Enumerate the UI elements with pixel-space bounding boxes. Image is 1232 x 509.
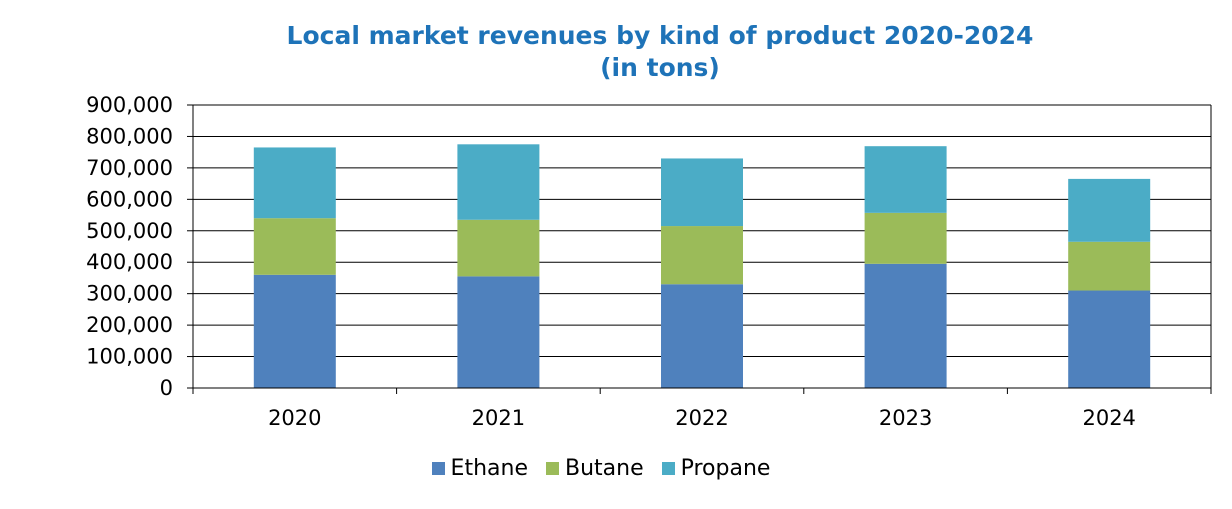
y-tick-label: 600,000 [86,187,173,211]
bar-propane-2023 [864,146,947,213]
legend-swatch-ethane [431,462,445,475]
legend-item-butane: Butane [545,456,644,481]
x-tick-label: 2020 [268,406,321,430]
y-tick-label: 100,000 [86,345,173,369]
chart-title-line1: Local market revenues by kind of product… [286,21,1034,50]
bar-butane-2020 [253,218,336,275]
legend-label-ethane: Ethane [450,456,528,481]
bar-ethane-2021 [457,276,540,388]
y-tick-label: 200,000 [86,313,173,337]
bar-ethane-2024 [1068,290,1151,388]
bar-propane-2021 [457,144,540,220]
x-tick-label: 2023 [879,406,932,430]
y-tick-label: 300,000 [86,282,173,306]
bar-butane-2023 [864,212,947,264]
y-tick-label: 900,000 [86,93,173,117]
x-tick-label: 2021 [472,406,525,430]
legend-swatch-butane [545,462,559,475]
bar-butane-2022 [661,226,743,285]
legend-label-butane: Butane [564,456,644,481]
bar-butane-2021 [457,219,540,277]
y-tick-label: 700,000 [86,156,173,180]
chart-legend: Ethane Butane Propane [0,456,1202,481]
chart-title: Local market revenues by kind of product… [0,20,1232,84]
bar-propane-2022 [661,158,743,227]
bar-butane-2024 [1068,241,1151,291]
y-tick-label: 400,000 [86,250,173,274]
legend-label-propane: Propane [680,456,771,481]
x-tick-label: 2022 [675,406,728,430]
bar-ethane-2020 [253,274,336,388]
bar-ethane-2022 [661,284,743,388]
bar-propane-2020 [253,147,336,219]
y-tick-label: 0 [160,376,173,400]
bar-ethane-2023 [864,263,947,388]
legend-item-propane: Propane [661,456,771,481]
legend-item-ethane: Ethane [431,456,528,481]
y-tick-label: 500,000 [86,219,173,243]
bar-propane-2024 [1068,178,1151,242]
y-tick-label: 800,000 [86,124,173,148]
chart-subtitle: (in tons) [600,53,720,82]
legend-swatch-propane [661,462,675,475]
x-tick-label: 2024 [1082,406,1135,430]
